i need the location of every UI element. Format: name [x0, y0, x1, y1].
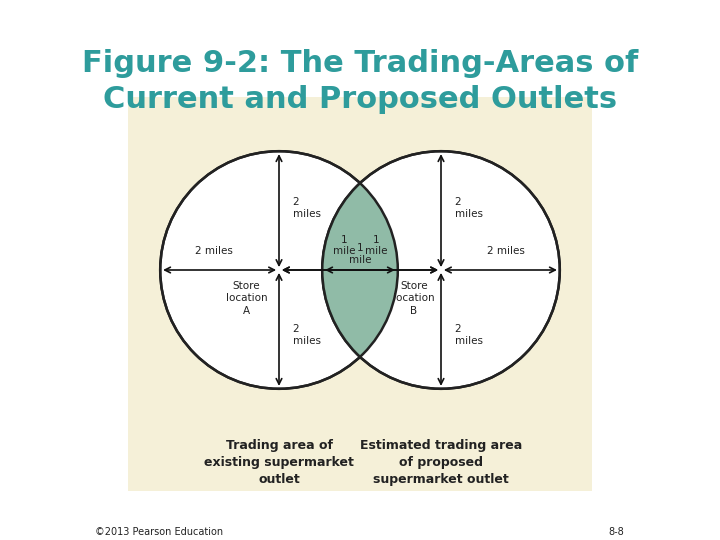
FancyBboxPatch shape — [128, 97, 593, 491]
Text: 2
miles: 2 miles — [454, 197, 482, 219]
Text: 8-8: 8-8 — [609, 527, 625, 537]
Text: Estimated trading area
of proposed
supermarket outlet: Estimated trading area of proposed super… — [360, 439, 522, 486]
Text: 2 miles: 2 miles — [487, 246, 525, 256]
Text: Figure 9-2: The Trading-Areas of
Current and Proposed Outlets: Figure 9-2: The Trading-Areas of Current… — [82, 49, 638, 113]
Text: 1
mile: 1 mile — [348, 243, 372, 265]
Text: 2
miles: 2 miles — [454, 324, 482, 346]
Polygon shape — [323, 183, 397, 357]
Text: 1
mile: 1 mile — [365, 235, 387, 256]
Text: 2 miles: 2 miles — [195, 246, 233, 256]
Text: Store
location
A: Store location A — [226, 281, 267, 315]
Text: ©2013 Pearson Education: ©2013 Pearson Education — [95, 527, 223, 537]
Text: 2
miles: 2 miles — [292, 197, 320, 219]
Text: Store
location
B: Store location B — [393, 281, 435, 315]
Circle shape — [160, 151, 397, 389]
Text: 2
miles: 2 miles — [292, 324, 320, 346]
Circle shape — [323, 151, 560, 389]
Text: Trading area of
existing supermarket
outlet: Trading area of existing supermarket out… — [204, 439, 354, 486]
Text: 1
mile: 1 mile — [333, 235, 355, 256]
